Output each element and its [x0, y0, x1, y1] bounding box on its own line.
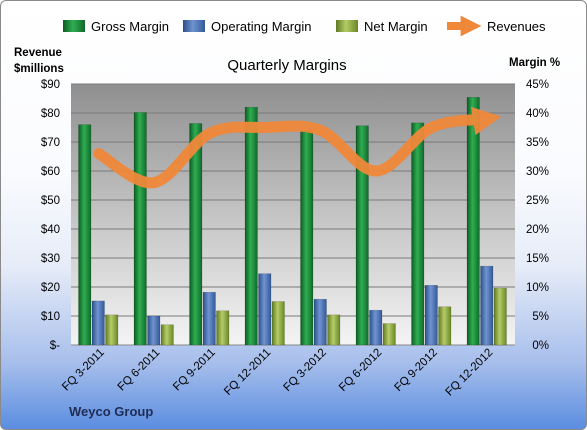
left-tick-label: $80: [41, 108, 60, 120]
right-tick-label: 40%: [526, 108, 549, 120]
operating-margin-bar: [313, 298, 327, 346]
net-margin-bar: [438, 306, 452, 346]
bars: [78, 97, 507, 346]
category-tick-label: FQ 6-2011: [116, 347, 163, 394]
category-tick-label: FQ 3-2011: [60, 347, 107, 394]
net-margin-bar: [382, 323, 396, 346]
legend-label-operating-margin: Operating Margin: [211, 19, 311, 34]
revenue-line: [93, 106, 502, 189]
left-tick-label: $40: [41, 224, 60, 236]
gross-margin-bar: [189, 123, 203, 346]
left-tick-label: $10: [41, 311, 60, 323]
left-tick-label: $20: [41, 282, 60, 294]
net-margin-bar: [216, 310, 230, 346]
operating-margin-bar: [202, 291, 216, 346]
right-tick-label: 30%: [526, 166, 549, 178]
gross-margin-bar: [133, 112, 147, 346]
right-tick-label: 35%: [526, 137, 549, 149]
category-tick-label: FQ 9-2012: [393, 347, 440, 394]
legend-label-revenues: Revenues: [487, 19, 546, 34]
gross-margin-bar: [411, 122, 425, 346]
legend-swatch-operating-margin: [183, 20, 205, 32]
legend: Gross Margin Operating Margin Net Margin…: [63, 15, 546, 37]
chart-title: Quarterly Margins: [227, 57, 346, 74]
operating-margin-bar: [480, 265, 494, 346]
right-tick-label: 5%: [532, 311, 549, 323]
category-tick-label: FQ 12-2012: [443, 347, 495, 399]
left-tick-label: $90: [41, 79, 60, 91]
operating-margin-bar: [91, 300, 105, 346]
left-tick-label: $30: [41, 253, 60, 265]
left-tick-label: $70: [41, 137, 60, 149]
left-tick-label: $60: [41, 166, 60, 178]
right-axis-label: Margin %: [509, 57, 560, 69]
operating-margin-bar: [147, 315, 161, 346]
right-tick-label: 0%: [532, 340, 549, 352]
right-tick-label: 25%: [526, 195, 549, 207]
left-tick-label: $-: [50, 340, 60, 352]
category-tick-label: FQ 12-2011: [222, 347, 273, 398]
gross-margin-bar: [78, 124, 92, 346]
net-margin-bar: [327, 314, 341, 346]
legend-label-gross-margin: Gross Margin: [91, 19, 169, 34]
net-margin-bar: [105, 314, 119, 346]
gross-margin-bar: [300, 130, 314, 346]
gross-margin-bar: [355, 125, 369, 346]
operating-margin-bar: [369, 309, 383, 346]
legend-swatch-net-margin: [336, 20, 358, 32]
source-label: Weyco Group: [69, 404, 153, 419]
right-tick-label: 20%: [526, 224, 549, 236]
right-axis-ticks: 0% 5% 10% 15% 20% 25% 30% 35% 40% 45%: [526, 79, 549, 352]
left-axis-ticks: $- $10 $20 $30 $40 $50 $60 $70 $80 $90: [41, 79, 60, 352]
legend-swatch-gross-margin: [63, 20, 85, 32]
left-axis-label-line2: $millions: [14, 63, 64, 75]
net-margin-bar: [493, 287, 507, 346]
legend-label-net-margin: Net Margin: [364, 19, 428, 34]
right-tick-label: 10%: [526, 282, 549, 294]
category-tick-label: FQ 9-2011: [171, 347, 218, 394]
operating-margin-bar: [424, 285, 438, 346]
operating-margin-bar: [258, 273, 272, 346]
category-tick-label: FQ 3-2012: [282, 347, 329, 394]
right-tick-label: 15%: [526, 253, 549, 265]
category-tick-label: FQ 6-2012: [337, 347, 384, 394]
left-tick-label: $50: [41, 195, 60, 207]
gross-margin-bar: [466, 97, 480, 346]
revenues-line: [93, 106, 502, 189]
right-tick-label: 45%: [526, 79, 549, 91]
net-margin-bar: [271, 301, 285, 346]
category-axis-ticks: FQ 3-2011 FQ 6-2011 FQ 9-2011 FQ 12-2011 FQ …: [60, 347, 495, 399]
gross-margin-bar: [244, 106, 258, 346]
net-margin-bar: [160, 324, 174, 346]
left-axis-label-line1: Revenue: [14, 47, 62, 59]
